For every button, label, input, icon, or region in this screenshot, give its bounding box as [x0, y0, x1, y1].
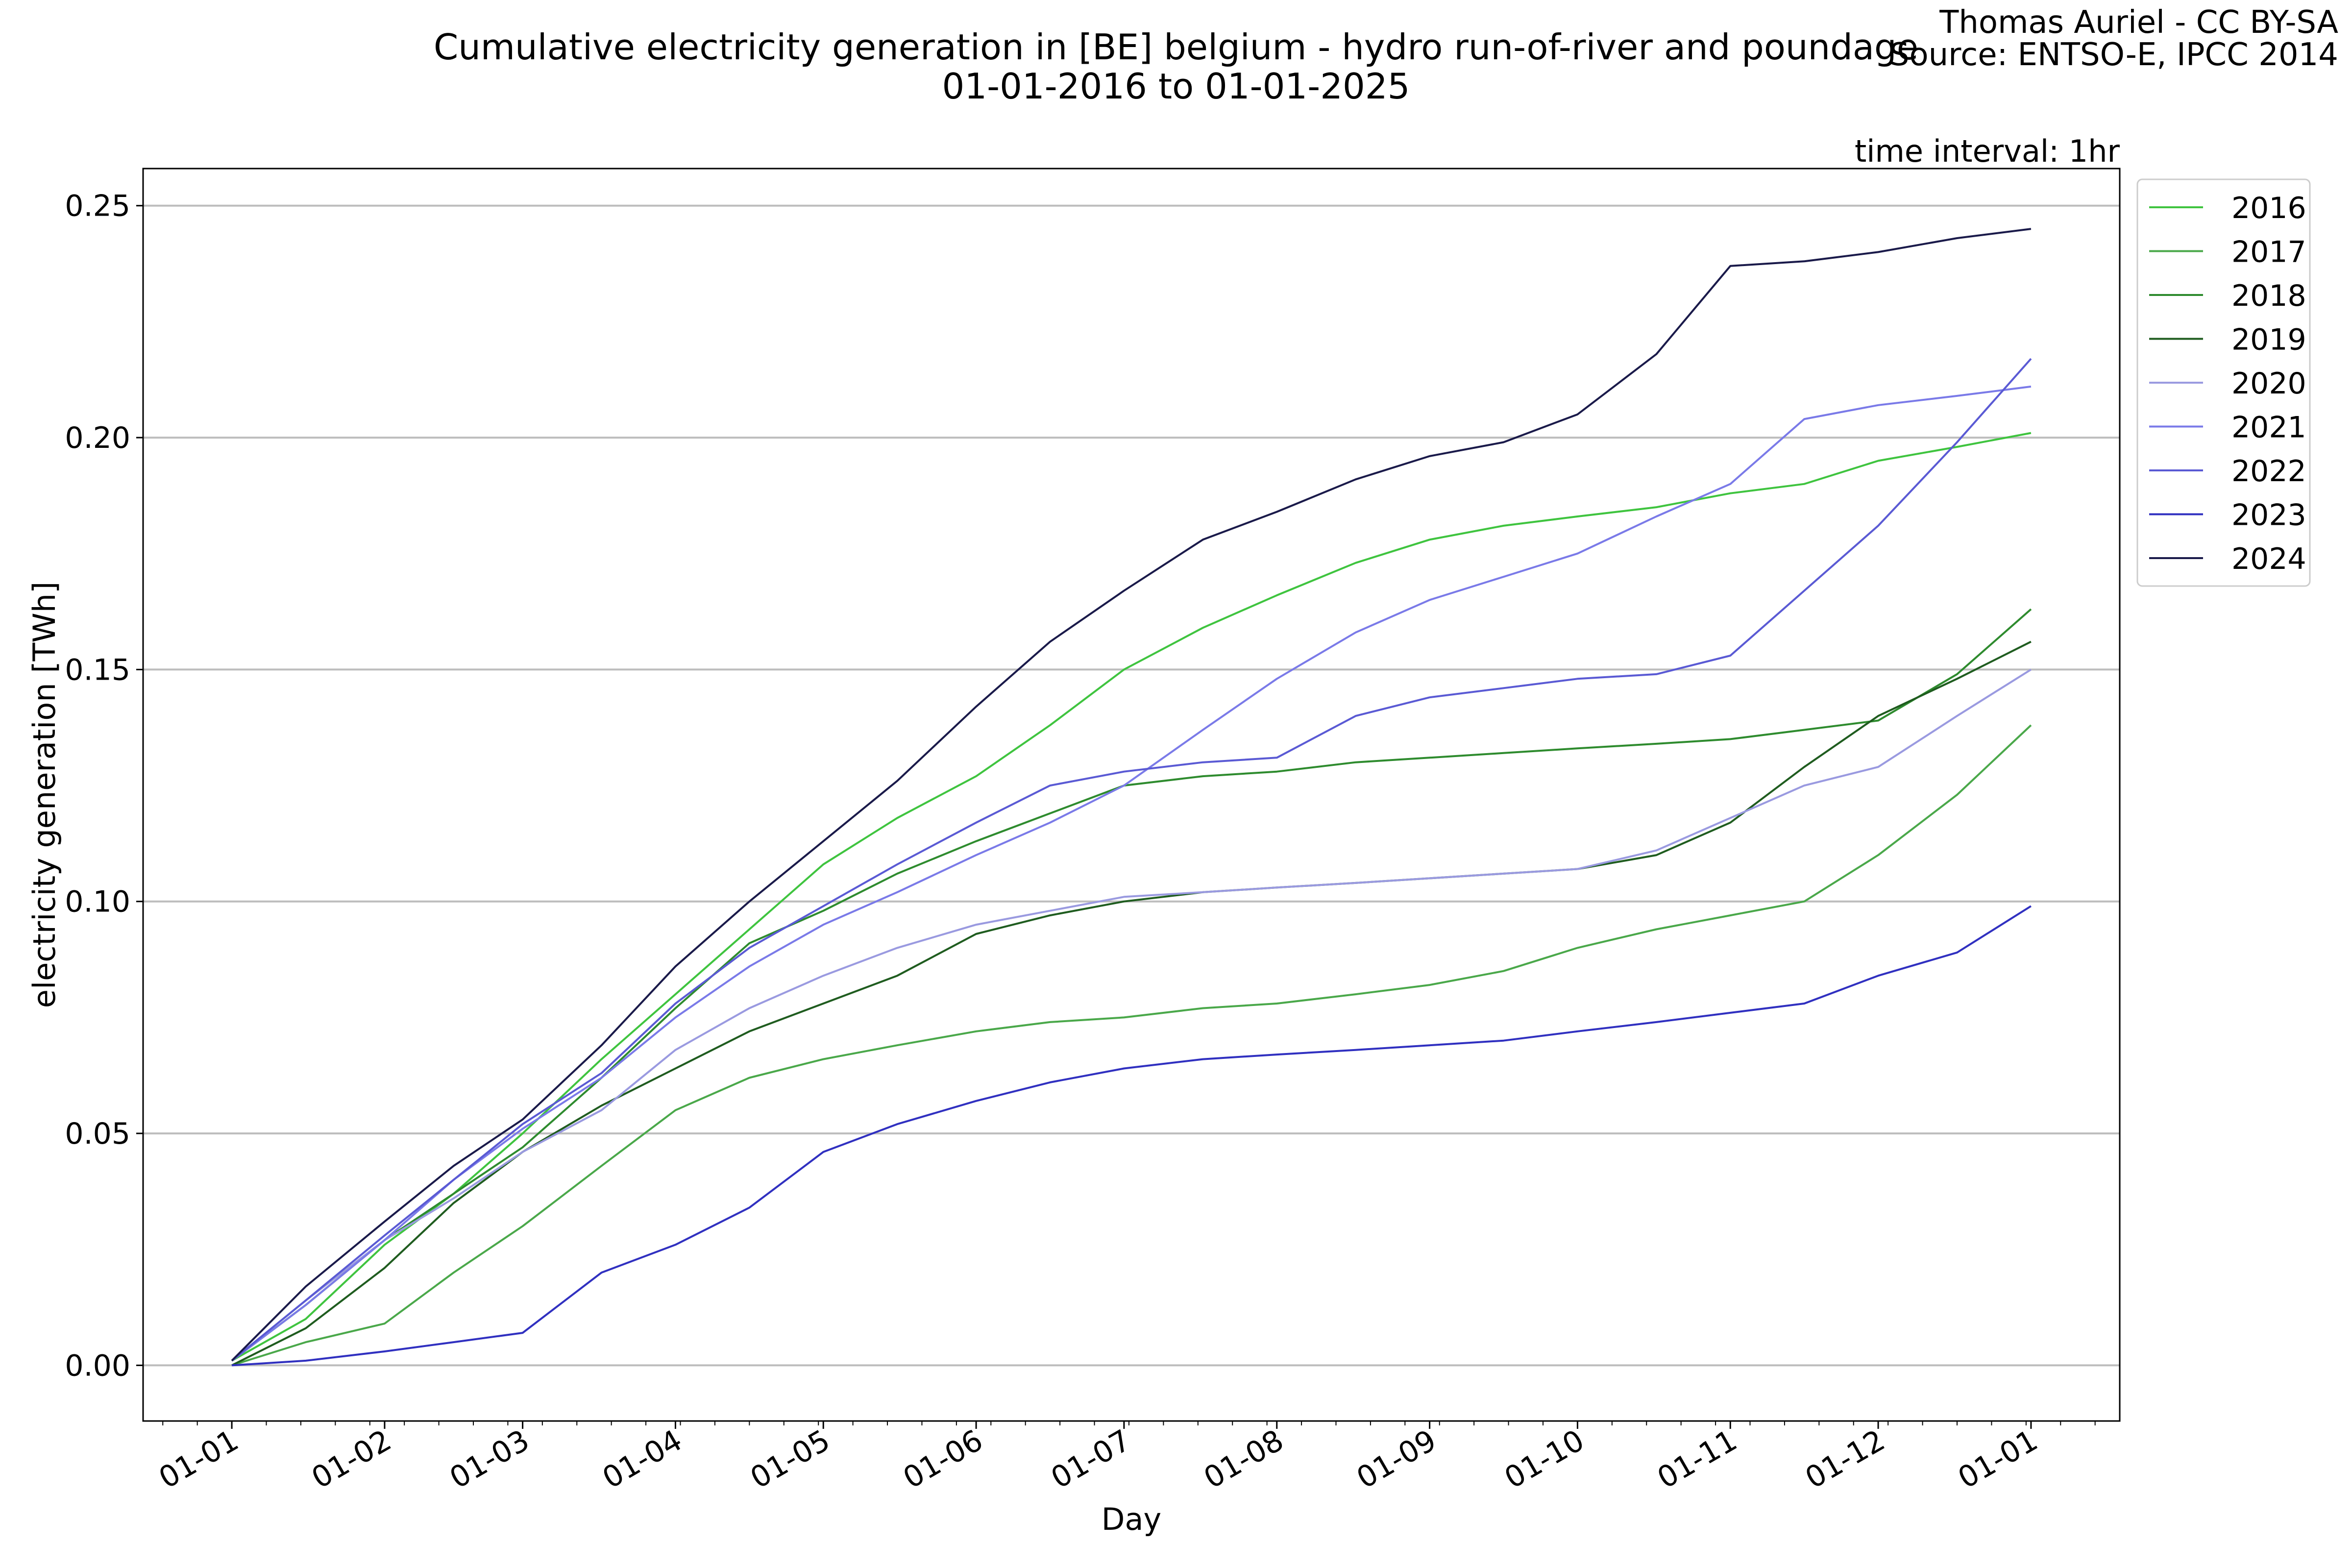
legend-label-2018: 2018 [2231, 279, 2306, 313]
x-tick-label: 01-12 [1800, 1423, 1891, 1495]
series-line-2020 [231, 668, 2032, 1362]
x-tick-label: 01-03 [444, 1423, 535, 1495]
y-tick-label: 0.00 [65, 1348, 130, 1383]
legend-label-2023: 2023 [2231, 498, 2306, 533]
series-line-2022 [231, 358, 2032, 1362]
x-tick-label: 01-01 [153, 1423, 245, 1495]
y-tick-label: 0.25 [65, 189, 130, 223]
y-tick-label: 0.05 [65, 1117, 130, 1151]
author-credit: Thomas Auriel - CC BY-SA [1939, 4, 2338, 41]
legend-box [2136, 178, 2311, 587]
chart-title: Cumulative electricity generation in [BE… [433, 26, 1919, 68]
x-axis-label: Day [1102, 1501, 1161, 1537]
x-tick-label: 01-04 [597, 1423, 688, 1495]
x-tick-label: 01-01 [1952, 1423, 2043, 1495]
plot-frame [142, 168, 2121, 1422]
legend-label-2021: 2021 [2231, 411, 2306, 445]
y-tick-label: 0.10 [65, 885, 130, 919]
y-tick-label: 0.15 [65, 653, 130, 687]
series-line-2019 [231, 640, 2032, 1367]
source-credit: Source: ENTSO-E, IPCC 2014 [1889, 37, 2338, 73]
legend-label-2019: 2019 [2231, 323, 2306, 357]
x-tick-label: 01-08 [1198, 1423, 1289, 1495]
x-tick-label: 01-09 [1351, 1423, 1442, 1495]
series-line-2021 [231, 385, 2032, 1362]
x-tick-label: 01-02 [306, 1423, 397, 1495]
legend-label-2022: 2022 [2231, 454, 2306, 489]
legend-label-2024: 2024 [2231, 542, 2306, 576]
x-tick-label: 01-07 [1045, 1423, 1136, 1495]
x-tick-label: 01-05 [745, 1423, 836, 1495]
series-line-2023 [231, 905, 2032, 1367]
series-line-2017 [231, 724, 2032, 1367]
chart-subtitle: 01-01-2016 to 01-01-2025 [942, 66, 1410, 107]
legend-label-2020: 2020 [2231, 367, 2306, 401]
time-interval-label: time interval: 1hr [1855, 133, 2120, 169]
series-line-2018 [231, 608, 2032, 1362]
y-axis-label: electricity generation [TWh] [26, 582, 62, 1008]
x-tick-label: 01-11 [1652, 1423, 1743, 1495]
x-tick-label: 01-06 [898, 1423, 989, 1495]
x-tick-label: 01-10 [1499, 1423, 1590, 1495]
series-line-2024 [231, 228, 2032, 1362]
series-line-2016 [231, 432, 2032, 1362]
legend-label-2016: 2016 [2231, 191, 2306, 225]
y-tick-label: 0.20 [65, 421, 130, 455]
legend-label-2017: 2017 [2231, 235, 2306, 270]
